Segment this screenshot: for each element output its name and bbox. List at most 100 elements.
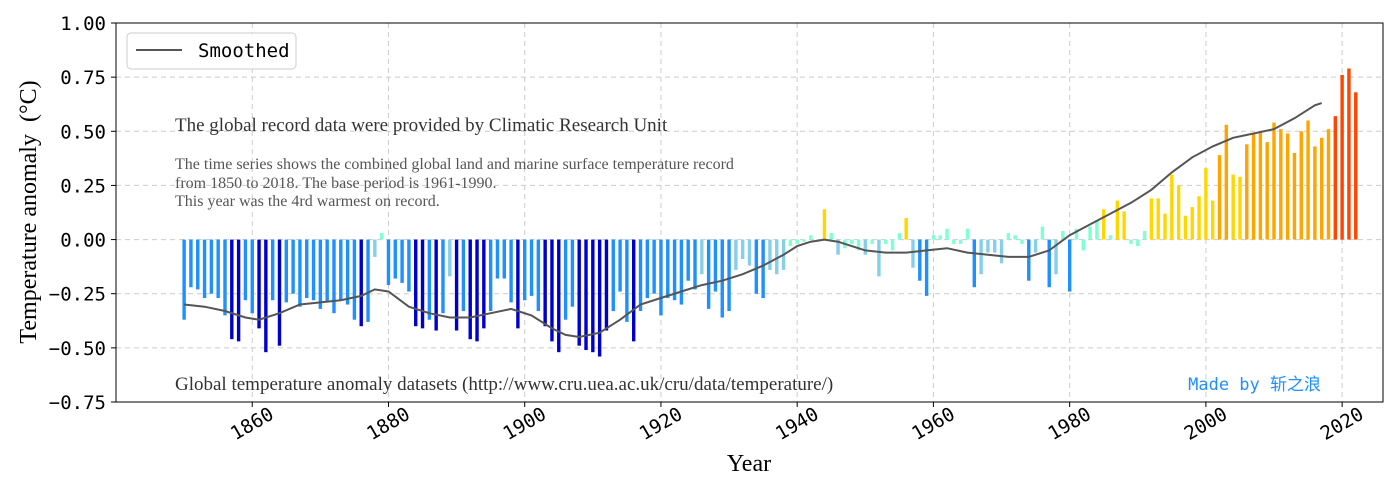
anomaly-bar <box>1129 239 1133 244</box>
anomaly-bar <box>999 239 1004 264</box>
anomaly-bar <box>202 239 207 299</box>
anomaly-bar <box>924 239 929 296</box>
anomaly-bars <box>182 68 1358 357</box>
anomaly-bar <box>270 239 275 301</box>
x-tick-label: 1880 <box>363 403 414 445</box>
anomaly-bar <box>448 239 452 277</box>
anomaly-bar <box>706 239 711 309</box>
anomaly-bar <box>897 233 902 240</box>
anomaly-bar <box>1033 239 1038 253</box>
anomaly-bar <box>393 239 397 279</box>
anomaly-bar <box>747 239 752 266</box>
anomaly-bar <box>1313 146 1317 240</box>
anomaly-bar <box>461 239 466 312</box>
anomaly-bar <box>1238 176 1242 240</box>
anomaly-bar <box>1292 152 1297 240</box>
x-tick-label: 1920 <box>636 403 687 445</box>
anomaly-bar <box>1333 116 1338 240</box>
anomaly-bar <box>570 239 575 307</box>
anomaly-bar <box>625 239 629 322</box>
anomaly-bar <box>836 239 840 255</box>
anomaly-bar <box>352 239 357 320</box>
anomaly-bar <box>1319 137 1324 240</box>
anomaly-bar <box>1183 215 1188 240</box>
anomaly-bar <box>700 239 704 275</box>
anomaly-bar <box>427 239 432 320</box>
anomaly-bar <box>611 239 615 312</box>
anomaly-bar <box>584 239 588 351</box>
anomaly-bar <box>775 239 779 275</box>
anomaly-bar <box>1326 129 1331 240</box>
anomaly-bar <box>209 239 214 294</box>
anomaly-bar <box>325 239 329 303</box>
anomaly-bar <box>1204 168 1208 240</box>
anomaly-bar <box>1108 235 1113 240</box>
anomaly-bar <box>339 239 343 301</box>
anomaly-bar <box>420 239 425 329</box>
anomaly-bar <box>1197 196 1201 240</box>
anomaly-bar <box>597 239 602 357</box>
anomaly-bar <box>965 228 970 240</box>
anomaly-bar <box>454 239 459 331</box>
anomaly-bar <box>631 239 636 342</box>
anomaly-bar <box>768 239 772 270</box>
x-tick-label: 1900 <box>499 403 550 445</box>
anomaly-bar <box>223 239 227 316</box>
anomaly-bar <box>740 239 745 260</box>
anomaly-bar <box>441 239 445 314</box>
anomaly-bar <box>434 239 438 331</box>
anomaly-bar <box>196 239 200 290</box>
anomaly-bar <box>557 239 561 353</box>
anomaly-bar <box>911 239 915 268</box>
anomaly-bar <box>1176 185 1181 240</box>
anomaly-bar <box>284 239 288 303</box>
anomaly-bar <box>1081 239 1085 251</box>
anomaly-bar <box>1285 133 1290 240</box>
anomaly-bar <box>1006 233 1011 240</box>
legend: Smoothed <box>126 32 297 70</box>
anomaly-bar <box>1299 131 1303 240</box>
anomaly-bar <box>863 239 868 255</box>
anomaly-bar <box>1156 198 1160 240</box>
anomaly-bar <box>1272 122 1276 240</box>
x-axis-ticks: 1860 1880 1900 1920 1940 1960 1980 2000 2020 <box>227 402 1367 445</box>
anomaly-bar <box>1340 74 1344 240</box>
anomaly-bar <box>1013 235 1017 240</box>
anomaly-bar <box>1102 209 1106 240</box>
anomaly-bar <box>414 239 418 327</box>
plot-frame <box>115 22 1384 403</box>
anomaly-bar <box>666 239 670 299</box>
anomaly-bar <box>1054 239 1058 275</box>
y-tick-label: −0.75 <box>49 392 106 414</box>
anomaly-bar <box>877 239 881 277</box>
anomaly-bar <box>1061 230 1065 240</box>
x-tick-label: 1940 <box>772 403 823 445</box>
anomaly-bar <box>1211 200 1215 240</box>
data-source-note: The global record data were provided by … <box>175 115 668 136</box>
anomaly-bar <box>1067 239 1072 292</box>
y-tick-label: 0.00 <box>60 230 106 252</box>
anomaly-bar <box>509 239 513 303</box>
anomaly-bar <box>189 239 193 288</box>
anomaly-bar <box>1074 228 1079 240</box>
anomaly-bar <box>1020 239 1024 244</box>
anomaly-bar <box>1095 220 1099 240</box>
anomaly-bar <box>870 239 874 244</box>
anomaly-bar <box>1306 120 1310 240</box>
anomaly-bar <box>379 233 384 240</box>
anomaly-bar <box>291 239 295 294</box>
anomaly-bar <box>1142 230 1147 240</box>
anomaly-bar <box>1258 131 1263 240</box>
y-tick-label: 0.75 <box>60 67 106 89</box>
anomaly-bar <box>672 239 677 301</box>
anomaly-bar <box>734 239 738 270</box>
anomaly-bar <box>243 239 248 301</box>
anomaly-bar <box>1279 129 1283 240</box>
anomaly-bar <box>1354 92 1358 240</box>
smoothed-line <box>183 102 1323 339</box>
anomaly-bar <box>400 239 404 283</box>
anomaly-bar <box>1245 144 1249 240</box>
anomaly-bar <box>305 239 309 299</box>
anomaly-bar <box>516 239 520 329</box>
y-axis-unit: (°C) <box>16 80 42 122</box>
